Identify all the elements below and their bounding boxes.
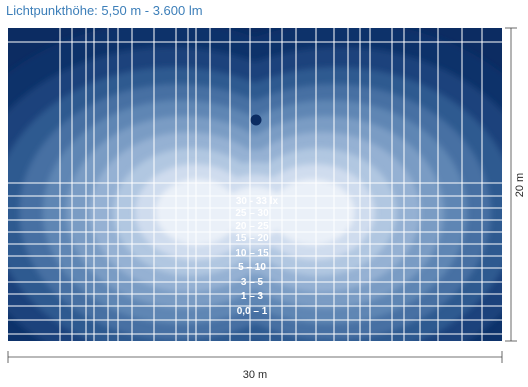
legend-label: 3 – 5	[241, 277, 264, 288]
legend-label: 25 – 30	[235, 208, 269, 219]
legend-label: 0,0 – 1	[237, 306, 268, 317]
legend-label: 15 – 20	[235, 233, 269, 244]
legend-label: 1 – 3	[241, 291, 264, 302]
width-label: 30 m	[243, 369, 267, 381]
height-dimension: 20 m	[505, 27, 526, 342]
legend-label: 30 - 33 lx	[236, 196, 279, 207]
legend-label: 10 – 15	[235, 248, 269, 259]
width-dimension: 30 m	[7, 351, 503, 381]
light-point-icon	[250, 114, 262, 126]
grid-lines	[8, 28, 502, 341]
legend-label: 20 – 25	[235, 221, 269, 232]
legend-label: 5 – 10	[238, 262, 266, 273]
height-label: 20 m	[514, 173, 526, 197]
diagram-title: Lichtpunkthöhe: 5,50 m - 3.600 lm	[6, 3, 203, 18]
